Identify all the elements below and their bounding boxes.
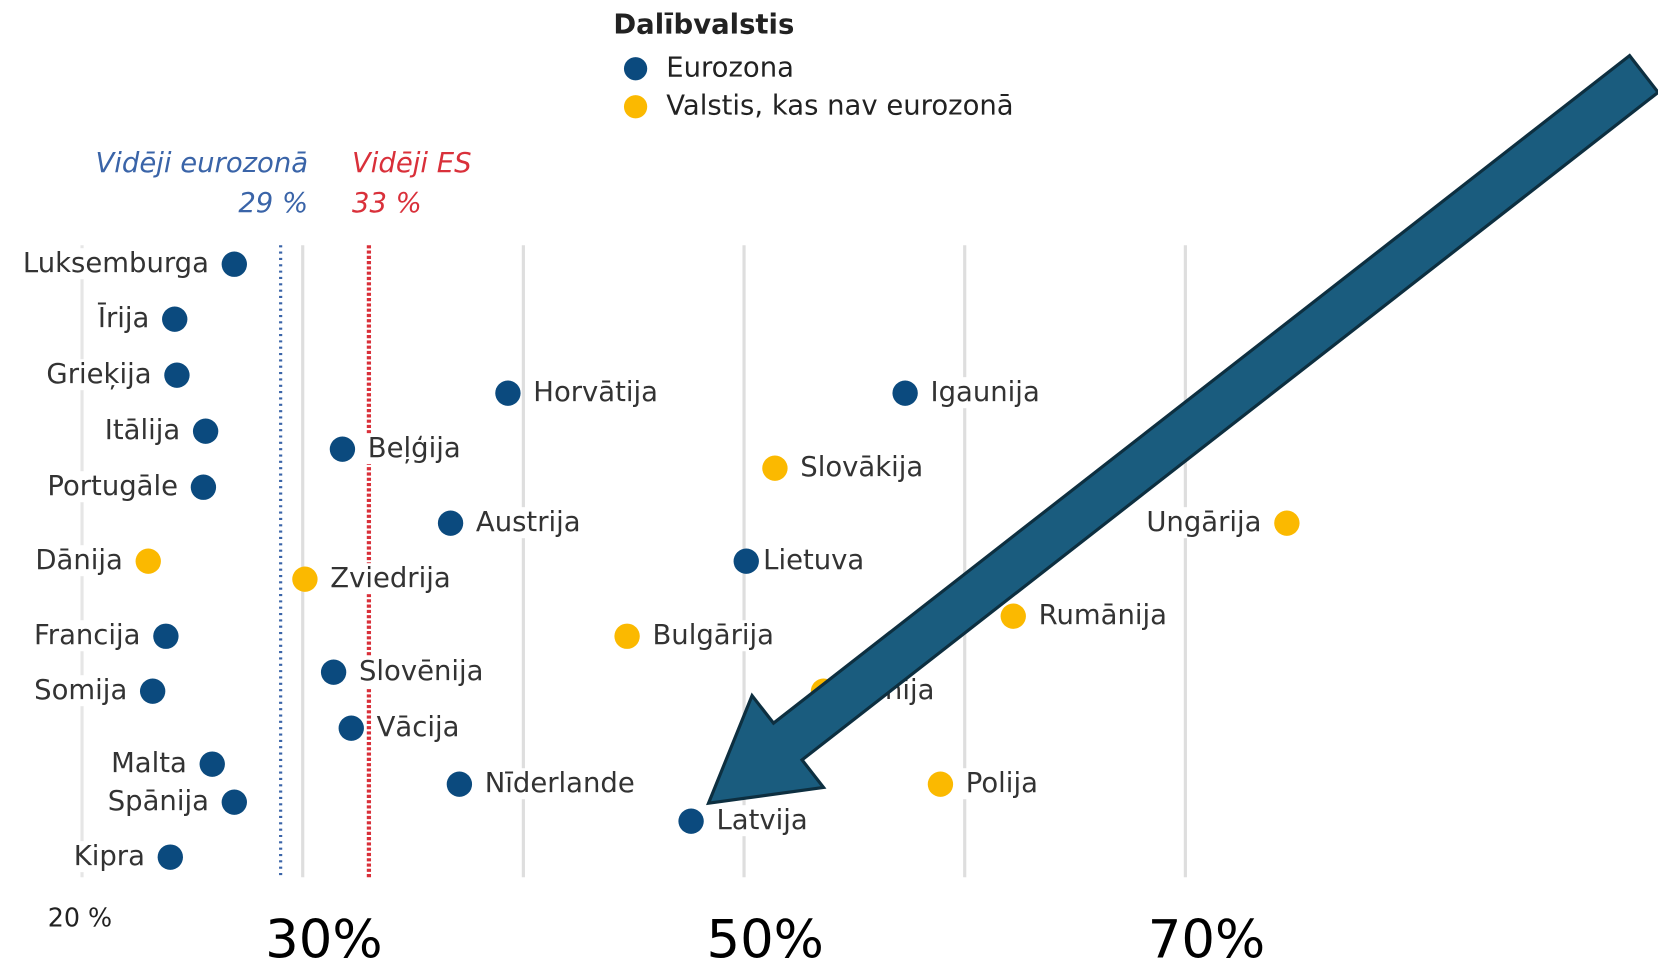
legend-marker <box>623 57 648 81</box>
label-background <box>94 301 153 335</box>
dot <box>338 715 364 741</box>
dot <box>162 306 188 332</box>
label-background <box>31 675 131 707</box>
point-label: Bulgārija <box>652 620 774 651</box>
point-label: Ungārija <box>1146 507 1261 538</box>
x-tick-label: 70% <box>1148 909 1265 966</box>
label-background <box>32 545 127 577</box>
label-background <box>797 452 927 484</box>
point-label: Somija <box>34 675 127 706</box>
reference-label: Vidēji eurozonā <box>95 148 308 179</box>
point-label: Malta <box>111 748 187 779</box>
annotation-arrow <box>706 53 1658 806</box>
label-background <box>649 620 778 652</box>
point-label: Slovēnija <box>359 656 484 687</box>
dot <box>135 548 161 574</box>
dot <box>329 436 356 462</box>
label-background <box>713 805 811 837</box>
label-background <box>1143 507 1265 539</box>
point-label: Spānija <box>108 786 209 817</box>
point-label: Lietuva <box>763 545 864 576</box>
labels: Luksemburga Īrija Grieķija Itālija Portugāle… <box>19 248 1265 873</box>
dot <box>221 251 247 277</box>
dot <box>164 362 190 388</box>
label-background <box>327 563 454 595</box>
label-background <box>43 359 155 391</box>
dot <box>199 751 225 777</box>
dot <box>221 789 247 815</box>
label-background <box>19 248 213 280</box>
dot <box>733 548 759 574</box>
point-label: Vācija <box>377 712 460 743</box>
label-background <box>1035 600 1171 632</box>
dot <box>320 659 347 685</box>
dot <box>1000 603 1026 629</box>
label-background <box>70 841 149 873</box>
plot-area: 20 % 30% 50% 70% Vidēji eurozonā 29 % Vidēji E… <box>19 148 1300 970</box>
legend-label: Eurozona <box>666 53 794 84</box>
dot <box>446 771 473 797</box>
label-background <box>44 471 182 503</box>
grid <box>80 245 1187 878</box>
point-label: Grieķija <box>46 359 151 390</box>
x-tick-label: 20 % <box>48 902 112 932</box>
dot <box>153 623 179 649</box>
label-background <box>759 545 868 577</box>
label-background <box>30 620 144 652</box>
point-label: Beļģija <box>368 433 461 464</box>
label-background <box>373 712 463 744</box>
dot <box>495 380 521 406</box>
legend-title: Dalībvalstis <box>613 9 794 40</box>
point-label: Rumānija <box>1039 600 1167 631</box>
dot <box>292 566 318 592</box>
point-label: Dānija <box>35 545 123 576</box>
point-label: Portugāle <box>47 471 178 502</box>
reference-value-label: 29 % <box>238 188 308 219</box>
label-background <box>481 768 638 800</box>
label-background <box>355 656 487 688</box>
dot <box>192 418 219 444</box>
label-background <box>364 433 464 465</box>
dot <box>892 380 918 406</box>
legend-label: Valstis, kas nav eurozonā <box>666 91 1013 122</box>
point-label: Igaunija <box>930 377 1039 408</box>
dot <box>437 510 464 536</box>
label-background <box>927 377 1043 409</box>
point-label: Latvija <box>716 805 807 836</box>
point-label: Horvātija <box>533 377 658 408</box>
label-background <box>472 507 584 539</box>
point-label: Slovākija <box>800 452 923 483</box>
label-background <box>962 768 1042 800</box>
point-label: Īrija <box>98 301 150 334</box>
dots <box>135 251 1300 870</box>
point-label: Austrija <box>476 507 581 538</box>
label-background <box>107 748 191 780</box>
dot <box>1274 510 1300 536</box>
reference-value-label: 33 % <box>352 188 422 219</box>
dot <box>762 455 788 481</box>
reference-label: Vidēji ES <box>352 148 472 179</box>
x-tick-label: 30% <box>265 909 382 966</box>
label-background <box>104 786 213 818</box>
x-tick-label: 50% <box>706 909 823 966</box>
legend-marker <box>623 95 648 119</box>
point-label: Itālija <box>105 415 180 446</box>
dot <box>190 474 217 500</box>
point-label: Kipra <box>74 841 145 872</box>
point-label: Francija <box>34 620 141 651</box>
point-label: Luksemburga <box>23 248 209 279</box>
point-label: Nīderlande <box>485 768 635 799</box>
dot <box>139 678 166 704</box>
point-label: Polija <box>966 768 1038 799</box>
dot <box>927 771 954 797</box>
label-background <box>530 377 662 409</box>
point-label: Zviedrija <box>330 563 450 594</box>
label-background <box>101 415 184 447</box>
dot <box>614 623 640 649</box>
dot <box>157 844 183 870</box>
dot <box>678 808 704 834</box>
